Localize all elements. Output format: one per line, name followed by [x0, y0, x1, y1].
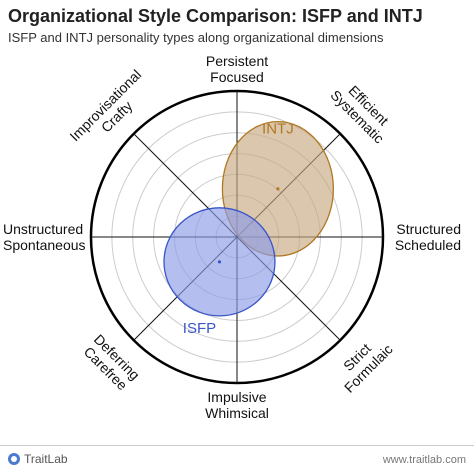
series-ellipses	[163, 121, 335, 317]
chart-title: Organizational Style Comparison: ISFP an…	[8, 6, 423, 26]
footer-divider	[0, 445, 474, 446]
traitlab-logo-icon	[8, 453, 20, 465]
series-label-isfp: ISFP	[183, 320, 216, 337]
brand-logo[interactable]: TraitLab	[8, 452, 68, 466]
axis-label-line: Persistent	[206, 53, 268, 69]
series-center-point	[217, 260, 222, 264]
series-label-intj: INTJ	[262, 121, 294, 138]
axis-label-line: Unstructured	[3, 221, 83, 237]
axis-label-line: Whimsical	[205, 405, 269, 421]
axis-label-line: Spontaneous	[3, 237, 86, 253]
series-center-point	[276, 187, 280, 191]
axis-label-line: Scheduled	[395, 237, 461, 253]
series-labels: INTJ ISFP	[183, 121, 294, 337]
footer-url[interactable]: www.traitlab.com	[382, 454, 466, 466]
brand-name: TraitLab	[24, 452, 68, 466]
axis-label-line: Structured	[396, 221, 461, 237]
chart-subtitle: ISFP and INTJ personality types along or…	[8, 30, 384, 45]
axis-label-line: Focused	[210, 69, 264, 85]
axis-label-line: Impulsive	[207, 389, 266, 405]
